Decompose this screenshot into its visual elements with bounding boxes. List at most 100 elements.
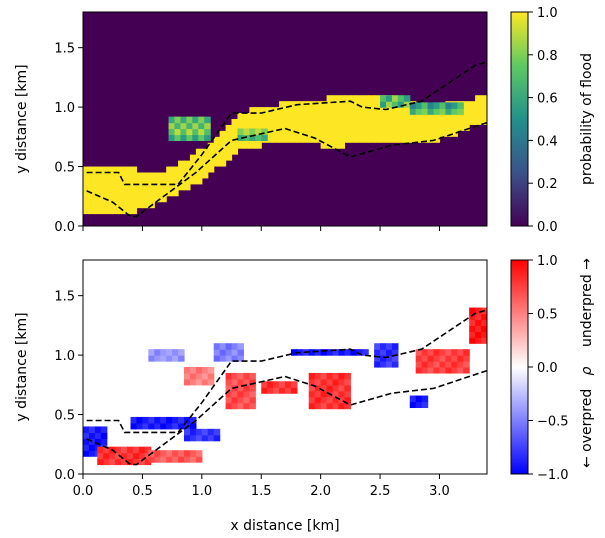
error-cell — [237, 343, 245, 350]
error-cell — [326, 384, 334, 392]
flood-cell — [409, 101, 417, 143]
flood-cell — [433, 107, 441, 143]
error-cell — [207, 428, 215, 436]
error-cell — [172, 456, 179, 463]
plot-frame — [82, 11, 488, 227]
error-cell — [344, 402, 351, 410]
error-cell — [427, 367, 435, 374]
partial-flood-cell — [174, 122, 182, 130]
error-cell — [219, 349, 227, 356]
error-cell — [261, 387, 268, 394]
error-cell — [201, 428, 209, 436]
partial-flood-cell — [433, 102, 441, 109]
error-cell — [362, 349, 369, 356]
error-cell — [344, 396, 351, 404]
error-cell — [469, 337, 476, 344]
error-cell — [320, 396, 328, 404]
error-cell — [132, 458, 140, 466]
error-cell — [100, 426, 108, 433]
error-cell — [148, 349, 155, 356]
error-cell — [380, 349, 387, 356]
error-cell — [189, 434, 197, 442]
error-cell — [457, 355, 464, 362]
error-cell — [451, 349, 458, 356]
partial-flood-cell — [192, 134, 199, 141]
error-cell — [320, 402, 328, 410]
flood-cell — [421, 107, 429, 143]
error-cell — [83, 426, 90, 433]
error-cell — [166, 450, 173, 457]
error-cell — [189, 378, 197, 386]
error-cell — [451, 367, 458, 374]
error-cell — [290, 381, 298, 388]
error-cell — [142, 416, 149, 424]
error-cell — [184, 416, 191, 424]
error-cell — [97, 458, 104, 466]
flood-cell — [178, 160, 185, 191]
error-cell — [201, 372, 209, 380]
error-cell — [249, 384, 256, 392]
error-cell — [154, 456, 161, 463]
error-cell — [166, 456, 173, 463]
error-cell — [445, 367, 452, 374]
flood-cell — [451, 101, 458, 137]
error-cell — [391, 355, 399, 362]
error-cell — [148, 416, 155, 424]
partial-flood-cell — [415, 102, 423, 109]
error-cell — [481, 337, 487, 344]
error-cell — [237, 402, 245, 410]
error-cell — [94, 438, 102, 445]
error-cell — [243, 402, 250, 410]
error-cell — [314, 372, 322, 380]
error-cell — [201, 434, 209, 442]
error-cell — [332, 384, 340, 392]
error-cell — [380, 355, 387, 362]
partial-flood-cell — [427, 108, 435, 115]
error-cell — [225, 396, 233, 404]
flood-cell — [445, 101, 452, 137]
partial-flood-cell — [445, 102, 452, 109]
error-cell — [374, 343, 381, 350]
colorbar-label-rho: ρ — [579, 366, 595, 375]
error-cell — [451, 355, 458, 362]
error-cell — [344, 384, 351, 392]
error-cell — [332, 378, 340, 386]
partial-flood-cell — [180, 134, 187, 141]
flood-cell — [463, 101, 470, 131]
error-cell — [189, 367, 197, 374]
partial-flood-cell — [174, 116, 182, 124]
true-flood-outline — [85, 61, 487, 218]
partial-flood-cell — [386, 101, 393, 108]
error-cell — [314, 349, 322, 356]
error-cell — [433, 367, 441, 374]
error-cell — [308, 378, 316, 386]
partial-flood-cell — [174, 128, 182, 136]
partial-flood-cell — [403, 95, 411, 102]
error-cell — [103, 446, 110, 454]
error-cell — [374, 355, 381, 362]
flood-cell — [184, 160, 191, 191]
colorbar-tick-label: 0.8 — [537, 49, 558, 64]
error-cell — [386, 343, 393, 350]
flood-cell — [308, 101, 316, 143]
error-cell — [409, 395, 417, 403]
x-tick-label: 0.5 — [132, 484, 153, 499]
y-axis-label: y distance [km] — [14, 64, 30, 173]
flood-cell — [427, 107, 435, 143]
partial-flood-cell — [186, 134, 193, 141]
error-cell — [184, 372, 191, 380]
error-cell — [386, 349, 393, 356]
flood-cell — [100, 166, 108, 215]
error-cell — [249, 378, 256, 386]
error-cell — [273, 381, 280, 388]
error-cell — [415, 355, 423, 362]
axis-ticks: 0.0 0.5 1.0 1.5 — [54, 42, 440, 235]
error-cell — [189, 456, 197, 463]
x-tick-label: 2.0 — [310, 484, 331, 499]
flood-probability-panel: 0.0 0.5 1.0 1.5 y distance [km] — [14, 11, 488, 235]
error-cell — [94, 426, 102, 433]
error-cell — [326, 349, 334, 356]
flood-cell — [302, 101, 310, 143]
partial-flood-cell — [255, 128, 262, 136]
